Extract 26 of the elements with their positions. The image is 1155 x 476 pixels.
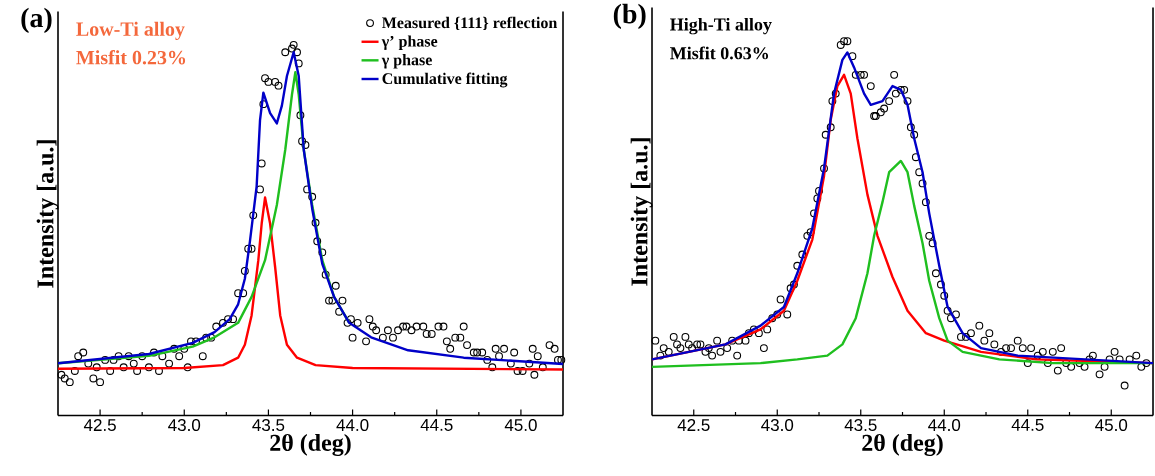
x-tick-label: 43.5 xyxy=(844,419,877,432)
annotation: Misfit 0.63% xyxy=(670,46,769,60)
y-axis-title: Intensity [a.u.] xyxy=(36,140,59,288)
annotation: Misfit 0.23% xyxy=(76,50,186,65)
text: High-Ti alloy xyxy=(670,17,772,35)
x-tick-label: 43.0 xyxy=(168,419,201,432)
x-tick-label: 44.5 xyxy=(1011,419,1044,431)
legend-label: γ’ phase xyxy=(381,35,438,50)
x-tick-label: 44.0 xyxy=(928,419,961,432)
y-axis-title: Intensity [a.u.] xyxy=(630,138,653,286)
chart-title: (b) xyxy=(613,3,646,30)
x-tick-label: 43.0 xyxy=(761,419,794,432)
text: Low-Ti alloy xyxy=(76,21,185,40)
x-tick-label: 42.5 xyxy=(677,419,710,432)
x-tick-label: 45.0 xyxy=(504,419,537,432)
x-axis-title: 2θ (deg) xyxy=(862,433,943,456)
chart-title: (a) xyxy=(21,7,52,34)
x-tick-label: 45.0 xyxy=(1095,419,1128,432)
x-tick-label: 44.0 xyxy=(336,419,369,432)
x-axis-title: 2θ (deg) xyxy=(270,433,351,456)
legend-label: γ phase xyxy=(381,54,432,69)
x-tick-label: 42.5 xyxy=(83,419,116,432)
legend-label: Cumulative fitting xyxy=(382,72,508,88)
x-tick-label: 44.5 xyxy=(420,419,453,431)
legend-label: Measured {111} reflection xyxy=(382,16,558,31)
x-tick-label: 43.5 xyxy=(252,419,285,432)
